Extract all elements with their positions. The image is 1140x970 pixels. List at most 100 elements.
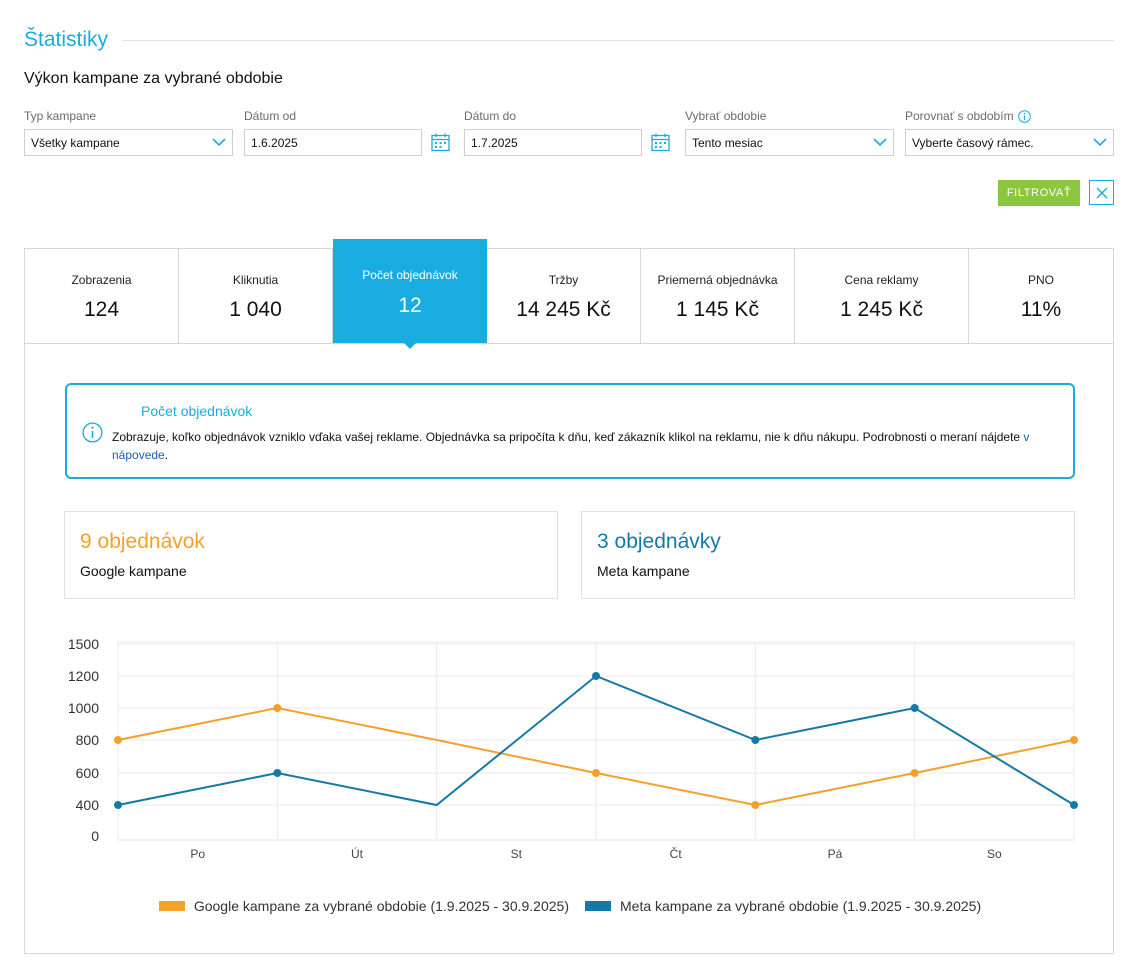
stat-label: Google kampane [80, 563, 187, 579]
page-title: Štatistiky [24, 28, 109, 51]
data-point [1070, 736, 1078, 744]
date-from-input[interactable]: 1.6.2025 [244, 129, 422, 156]
tab-label: Zobrazenia [71, 273, 132, 287]
data-point [751, 801, 760, 809]
clear-filter-button[interactable] [1089, 180, 1114, 205]
page-header: Štatistiky [24, 26, 1114, 54]
x-tick-label: Pá [828, 847, 843, 861]
info-icon[interactable] [1017, 109, 1031, 123]
tab-zobrazenia[interactable]: Zobrazenia 124 [25, 249, 179, 343]
data-point [273, 769, 282, 777]
tab-cena-reklamy[interactable]: Cena reklamy 1 245 Kč [795, 249, 969, 343]
compare-select[interactable]: Vyberte časový rámec. [905, 129, 1114, 156]
chevron-down-icon [212, 138, 226, 147]
tab-label: Kliknutia [232, 273, 279, 287]
y-tick-label: 600 [76, 765, 100, 781]
help-link[interactable]: v nápovede [112, 430, 1030, 462]
x-tick-label: So [987, 847, 1002, 861]
date-from-value: 1.6.2025 [251, 135, 298, 150]
campaign-type-select[interactable]: Všetky kampane [24, 129, 233, 156]
filter-date-from: Dátum od 1.6.2025 [244, 108, 422, 156]
filter-button[interactable]: FILTROVAŤ [998, 180, 1080, 206]
orders-line-chart: 1500 1200 1000 800 600 400 0 Po Út St Čt Pá So [68, 636, 1078, 861]
legend-label: Meta kampane za vybrané obdobie (1.9.202… [620, 898, 982, 914]
filter-date-to: Dátum do 1.7.2025 [464, 108, 642, 156]
tab-value: 1 145 Kč [676, 298, 759, 321]
stat-value: 9 objednávok [80, 530, 205, 553]
tab-trzby[interactable]: Tržby 14 245 Kč [487, 249, 641, 343]
y-tick-label: 1000 [68, 700, 99, 716]
chevron-down-icon [873, 138, 887, 147]
data-point [114, 736, 122, 744]
tab-value: 12 [398, 294, 422, 317]
data-point [273, 704, 282, 712]
tab-pno[interactable]: PNO 11% [969, 249, 1113, 343]
tab-value: 1 245 Kč [840, 298, 923, 321]
tab-label: Tržby [548, 273, 579, 287]
metric-tabs: Zobrazenia 124 Kliknutia 1 040 Počet obj… [25, 239, 1113, 349]
period-label: Vybrať obdobie [685, 109, 767, 123]
date-to-label: Dátum do [464, 109, 517, 123]
tab-pocet-objednavok[interactable]: Počet objednávok 12 [333, 239, 487, 349]
x-tick-label: Čt [670, 846, 683, 861]
legend-item-google[interactable]: Google kampane za vybrané obdobie (1.9.2… [158, 898, 569, 914]
tab-value: 11% [1020, 298, 1062, 321]
data-point [592, 769, 600, 777]
y-tick-label: 0 [91, 828, 99, 844]
data-point [592, 672, 600, 680]
y-tick-label: 1500 [68, 636, 99, 652]
y-tick-label: 800 [76, 732, 100, 748]
info-suffix: . [164, 448, 169, 462]
data-point [910, 769, 919, 777]
x-tick-label: Út [351, 846, 364, 861]
info-text-block: Zobrazuje, koľko objednávok vzniklo vďak… [112, 428, 1051, 464]
calendar-icon[interactable] [431, 133, 450, 152]
y-tick-label: 400 [76, 797, 100, 813]
legend-label: Google kampane za vybrané obdobie (1.9.2… [193, 898, 569, 914]
info-icon [82, 422, 103, 443]
calendar-icon[interactable] [651, 133, 670, 152]
section-title: Výkon kampane za vybrané obdobie [24, 70, 283, 87]
data-point [114, 801, 122, 809]
tab-value: 1 040 [229, 298, 282, 321]
chart-legend: Google kampane za vybrané obdobie (1.9.2… [0, 896, 1140, 916]
info-title: Počet objednávok [141, 403, 253, 419]
legend-item-meta[interactable]: Meta kampane za vybrané obdobie (1.9.202… [585, 898, 981, 914]
date-to-input[interactable]: 1.7.2025 [464, 129, 642, 156]
compare-label: Porovnať s obdobím [905, 109, 1014, 123]
stat-value: 3 objednávky [597, 530, 721, 553]
data-point [1070, 801, 1078, 809]
x-tick-label: Po [190, 847, 205, 861]
legend-swatch [158, 901, 185, 911]
period-select[interactable]: Tento mesiac [685, 129, 894, 156]
tab-label: PNO [1027, 273, 1054, 287]
date-from-label: Dátum od [244, 109, 297, 123]
data-point [910, 704, 919, 712]
active-tab-caret [404, 343, 416, 349]
data-point [751, 736, 760, 744]
stats-panel: Zobrazenia 124 Kliknutia 1 040 Počet obj… [24, 239, 1114, 954]
tab-label: Počet objednávok [362, 268, 458, 282]
campaign-type-value: Všetky kampane [31, 135, 120, 150]
period-value: Tento mesiac [692, 135, 763, 150]
tab-kliknutia[interactable]: Kliknutia 1 040 [179, 249, 333, 343]
stat-card-google: 9 objednávok Google kampane [64, 511, 558, 599]
campaign-type-label: Typ kampane [24, 109, 97, 123]
filter-campaign-type: Typ kampane Všetky kampane [24, 108, 233, 156]
compare-label-row: Porovnať s obdobím [905, 108, 1114, 124]
legend-swatch [585, 901, 611, 911]
filter-period: Vybrať obdobie Tento mesiac [685, 108, 894, 156]
x-tick-label: St [511, 847, 523, 861]
tab-label: Cena reklamy [844, 273, 919, 287]
date-to-value: 1.7.2025 [471, 135, 518, 150]
filter-compare: Porovnať s obdobím Vyberte časový rámec. [905, 108, 1114, 156]
tab-label: Priemerná objednávka [657, 273, 778, 287]
stat-label: Meta kampane [597, 563, 690, 579]
header-divider [122, 39, 1114, 41]
info-box: Počet objednávok Zobrazuje, koľko objedn… [65, 383, 1075, 479]
tab-value: 14 245 Kč [516, 298, 611, 321]
tab-priemerna-objednavka[interactable]: Priemerná objednávka 1 145 Kč [641, 249, 795, 343]
chevron-down-icon [1093, 138, 1107, 147]
compare-value: Vyberte časový rámec. [912, 135, 1034, 150]
y-tick-label: 1200 [68, 668, 99, 684]
